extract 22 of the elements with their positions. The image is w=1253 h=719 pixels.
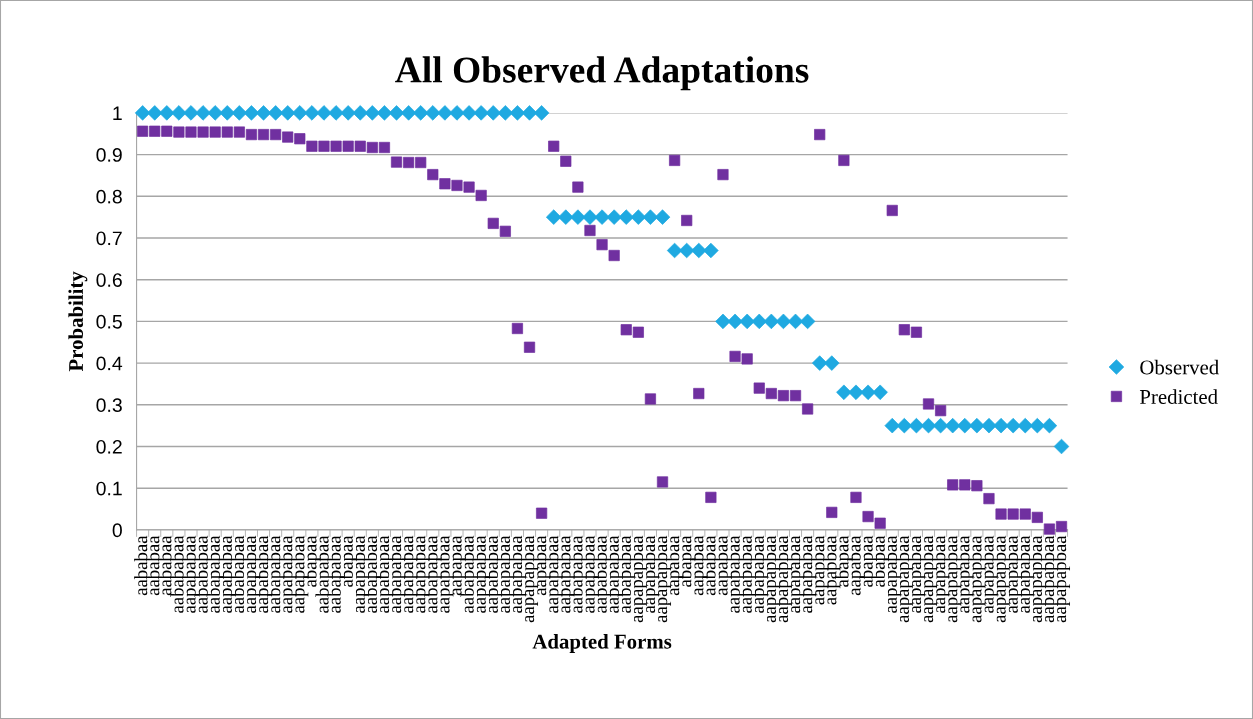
x-tick-label: aababaa: [146, 535, 160, 596]
x-tick-label: aapapapaa: [404, 535, 418, 613]
y-tick-label: 0.5: [96, 314, 122, 329]
y-axis-title: Probability: [68, 271, 88, 372]
y-tick-label: 1: [113, 106, 122, 120]
x-tick-label: aababaa: [158, 535, 172, 596]
x-axis-title: Adapted Forms: [532, 634, 672, 653]
y-tick-label: 0.4: [96, 356, 123, 371]
legend-label: Observed: [1140, 359, 1219, 375]
y-tick-label: 0.6: [96, 273, 122, 287]
legend-label: Predicted: [1139, 389, 1218, 404]
y-tick-label: 0.8: [96, 189, 122, 204]
y-tick-label: 0.1: [96, 481, 122, 496]
y-tick-label: 0.2: [96, 439, 122, 454]
y-tick-label: 0: [112, 523, 122, 538]
y-tick-label: 0.3: [96, 398, 122, 413]
chart-title: All Observed Adaptations: [395, 56, 809, 91]
x-tick-label: aapapapaa: [392, 535, 406, 613]
x-tick-label: aabababaa: [170, 535, 184, 613]
x-tick-label: aababaa: [134, 535, 148, 596]
y-tick-label: 0.9: [96, 148, 122, 162]
y-tick-label: 0.7: [96, 231, 122, 246]
